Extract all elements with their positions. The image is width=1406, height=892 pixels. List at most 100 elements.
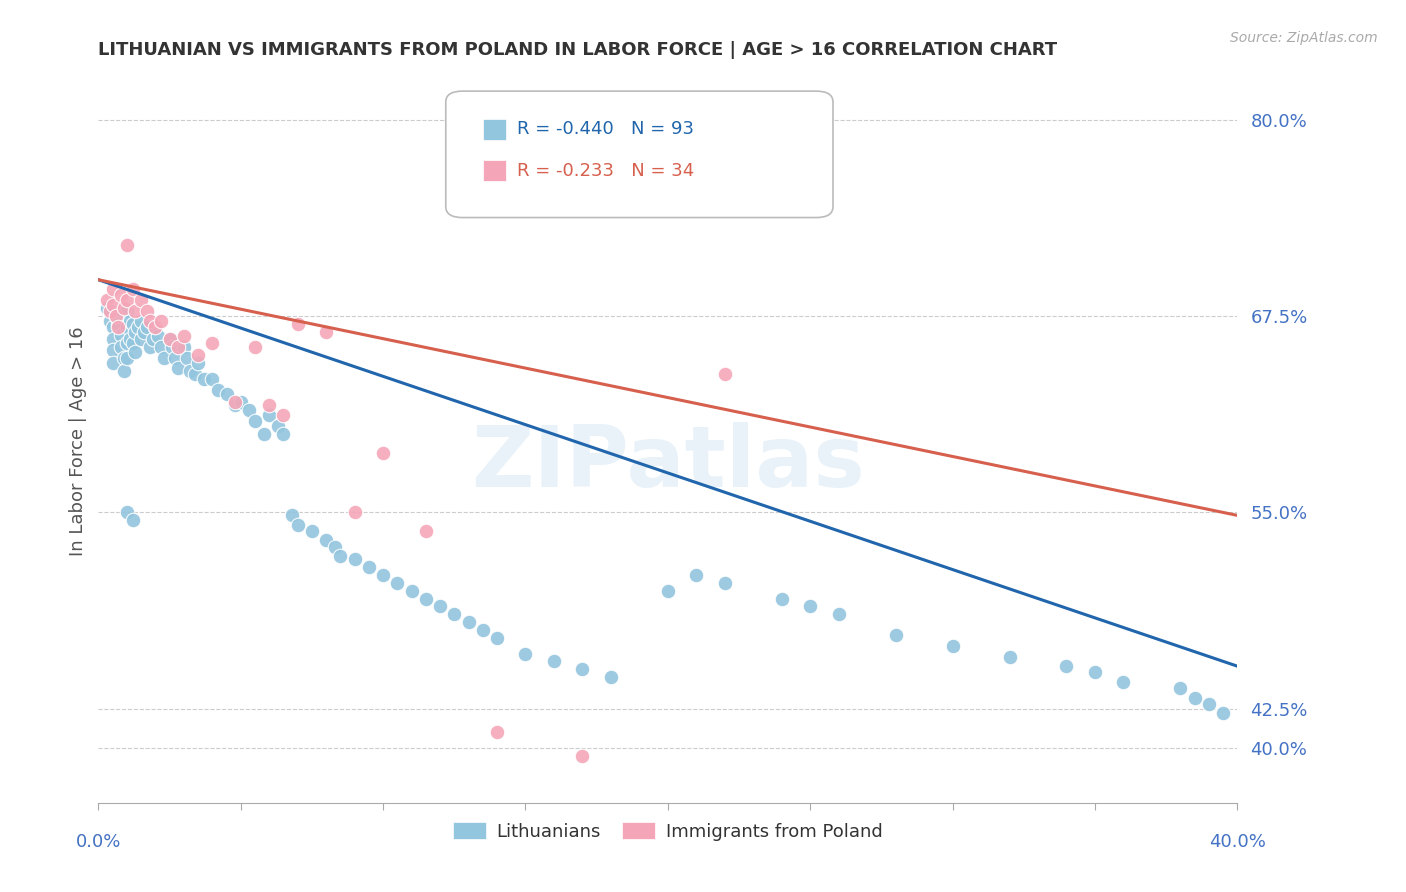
Point: [138, 340, 160, 354]
Point: [229, 395, 252, 409]
Point: [600, 670, 623, 684]
Point: [167, 340, 190, 354]
Point: [165, 351, 187, 366]
Point: [315, 533, 337, 548]
FancyBboxPatch shape: [446, 91, 832, 218]
Point: [415, 591, 437, 606]
Point: [124, 345, 146, 359]
Point: [571, 748, 593, 763]
Point: [115, 319, 138, 334]
Point: [110, 288, 132, 302]
Point: [415, 524, 437, 538]
Point: [1212, 706, 1234, 721]
Point: [273, 426, 295, 441]
Text: R = -0.440   N = 93: R = -0.440 N = 93: [517, 120, 695, 138]
Point: [132, 325, 155, 339]
FancyBboxPatch shape: [484, 161, 506, 181]
Point: [301, 524, 323, 538]
Point: [714, 367, 737, 381]
Point: [443, 607, 465, 622]
Point: [184, 367, 207, 381]
Point: [187, 356, 209, 370]
Point: [112, 351, 135, 366]
Point: [373, 568, 395, 582]
Text: LITHUANIAN VS IMMIGRANTS FROM POLAND IN LABOR FORCE | AGE > 16 CORRELATION CHART: LITHUANIAN VS IMMIGRANTS FROM POLAND IN …: [98, 41, 1057, 59]
Point: [115, 505, 138, 519]
Point: [96, 301, 118, 315]
Point: [193, 372, 215, 386]
Point: [1170, 681, 1192, 695]
Point: [770, 591, 793, 606]
Point: [571, 662, 593, 676]
Point: [998, 649, 1021, 664]
Point: [259, 398, 281, 412]
Point: [129, 333, 152, 347]
Text: 0.0%: 0.0%: [76, 833, 121, 851]
Point: [267, 418, 290, 433]
Point: [657, 583, 679, 598]
Point: [101, 298, 124, 312]
Point: [135, 304, 157, 318]
Point: [159, 333, 181, 347]
Point: [118, 333, 141, 347]
Point: [101, 319, 124, 334]
Point: [121, 282, 143, 296]
Point: [110, 327, 132, 342]
Point: [141, 333, 163, 347]
Point: [884, 628, 907, 642]
Point: [315, 325, 337, 339]
Point: [224, 395, 246, 409]
Point: [101, 333, 124, 347]
Point: [101, 356, 124, 370]
Point: [287, 317, 309, 331]
Point: [124, 304, 146, 318]
Point: [115, 335, 138, 350]
Point: [287, 517, 309, 532]
Y-axis label: In Labor Force | Age > 16: In Labor Force | Age > 16: [69, 326, 87, 557]
Point: [543, 655, 565, 669]
Point: [714, 575, 737, 590]
FancyBboxPatch shape: [484, 120, 506, 139]
Point: [207, 383, 229, 397]
Point: [259, 408, 281, 422]
Point: [486, 725, 509, 739]
Point: [1184, 690, 1206, 705]
Point: [107, 319, 129, 334]
Point: [115, 351, 138, 366]
Point: [343, 552, 366, 566]
Point: [471, 623, 494, 637]
Point: [121, 335, 143, 350]
Text: R = -0.233   N = 34: R = -0.233 N = 34: [517, 161, 695, 179]
Point: [201, 335, 224, 350]
Point: [1084, 665, 1107, 680]
Point: [127, 319, 149, 334]
Point: [323, 540, 346, 554]
Point: [153, 351, 176, 366]
Point: [201, 372, 224, 386]
Point: [98, 304, 121, 318]
Point: [159, 333, 181, 347]
Point: [828, 607, 851, 622]
Point: [104, 309, 127, 323]
Point: [215, 387, 238, 401]
Point: [150, 313, 173, 327]
Point: [387, 575, 409, 590]
Point: [124, 325, 146, 339]
Point: [96, 293, 118, 308]
Text: 40.0%: 40.0%: [1209, 833, 1265, 851]
Point: [98, 313, 121, 327]
Point: [329, 549, 352, 564]
Point: [187, 348, 209, 362]
Point: [121, 317, 143, 331]
Text: ZIPatlas: ZIPatlas: [471, 422, 865, 505]
Point: [224, 398, 246, 412]
Point: [252, 426, 274, 441]
Point: [176, 351, 198, 366]
Point: [173, 340, 195, 354]
Point: [179, 364, 201, 378]
Point: [373, 445, 395, 459]
Point: [129, 313, 152, 327]
Point: [101, 282, 124, 296]
Point: [243, 414, 266, 428]
Point: [150, 340, 173, 354]
